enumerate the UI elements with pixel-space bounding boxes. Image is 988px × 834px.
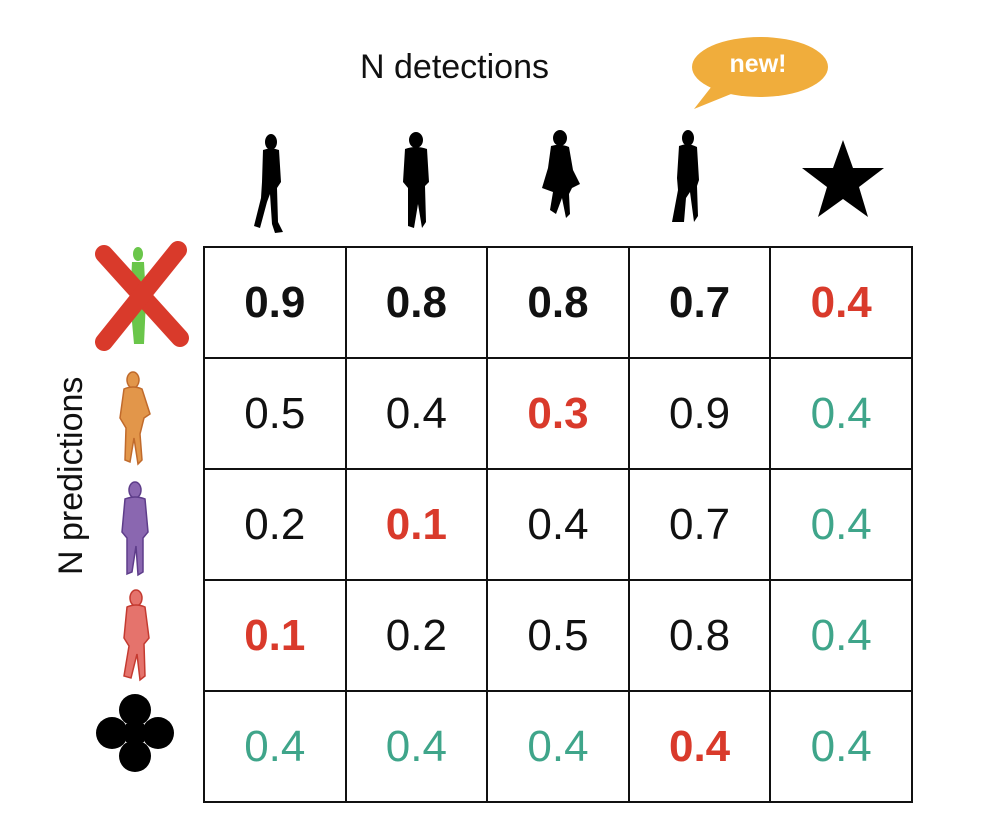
- matrix-cell: 0.4: [486, 468, 630, 581]
- score-matrix: 0.9 0.8 0.8 0.7 0.4 0.5 0.4 0.3 0.9 0.4 0.2 0.1 0.4 0…: [203, 246, 913, 803]
- matrix-cell: 0.4: [769, 357, 913, 470]
- matrix-cell: 0.5: [486, 579, 630, 692]
- matrix-cell: 0.8: [344, 246, 489, 359]
- matrix-cell: 0.5: [203, 357, 347, 470]
- matrix-cell: 0.4: [344, 357, 489, 470]
- matrix-cell: 0.4: [627, 690, 772, 803]
- matrix-cell: 0.2: [344, 579, 489, 692]
- matrix-cell: 0.9: [203, 246, 347, 359]
- person-standing-silhouette-icon: [403, 132, 429, 228]
- matrix-cell: 0.7: [627, 246, 772, 359]
- matrix-cell: 0.1: [344, 468, 489, 581]
- matrix-row: 0.9 0.8 0.8 0.7 0.4: [203, 246, 913, 359]
- column-axis-title: N detections: [360, 48, 549, 86]
- red-person-icon: [123, 589, 150, 682]
- row-axis-title: N predictions: [52, 376, 90, 575]
- matrix-row: 0.1 0.2 0.5 0.8 0.4: [203, 579, 913, 692]
- matrix-row: 0.2 0.1 0.4 0.7 0.4: [203, 468, 913, 581]
- orange-person-icon: [119, 371, 151, 466]
- purple-person-icon: [121, 481, 149, 577]
- matrix-cell: 0.4: [769, 246, 913, 359]
- speech-bubble-icon: [692, 37, 828, 109]
- matrix-cell: 0.3: [486, 357, 630, 470]
- four-leaf-clover-icon: [96, 694, 174, 772]
- person-coat-silhouette-icon: [542, 130, 580, 218]
- matrix-cell: 0.8: [486, 246, 630, 359]
- matrix-row: 0.5 0.4 0.3 0.9 0.4: [203, 357, 913, 470]
- star-icon: [802, 140, 884, 217]
- matrix-cell: 0.1: [203, 579, 347, 692]
- matrix-cell: 0.4: [486, 690, 630, 803]
- matrix-cell: 0.8: [627, 579, 772, 692]
- callout-text: new!: [729, 50, 787, 78]
- matrix-cell: 0.9: [627, 357, 772, 470]
- matrix-cell: 0.2: [203, 468, 347, 581]
- matrix-cell: 0.4: [203, 690, 347, 803]
- matrix-row: 0.4 0.4 0.4 0.4 0.4: [203, 690, 913, 803]
- person-side-silhouette-icon: [672, 130, 699, 222]
- matrix-cell: 0.4: [769, 468, 913, 581]
- matrix-cell: 0.7: [627, 468, 772, 581]
- matrix-cell: 0.4: [769, 579, 913, 692]
- matrix-cell: 0.4: [344, 690, 489, 803]
- person-walking-silhouette-icon: [254, 134, 283, 233]
- crossed-out-green-person-icon: [95, 241, 189, 351]
- matrix-cell: 0.4: [769, 690, 913, 803]
